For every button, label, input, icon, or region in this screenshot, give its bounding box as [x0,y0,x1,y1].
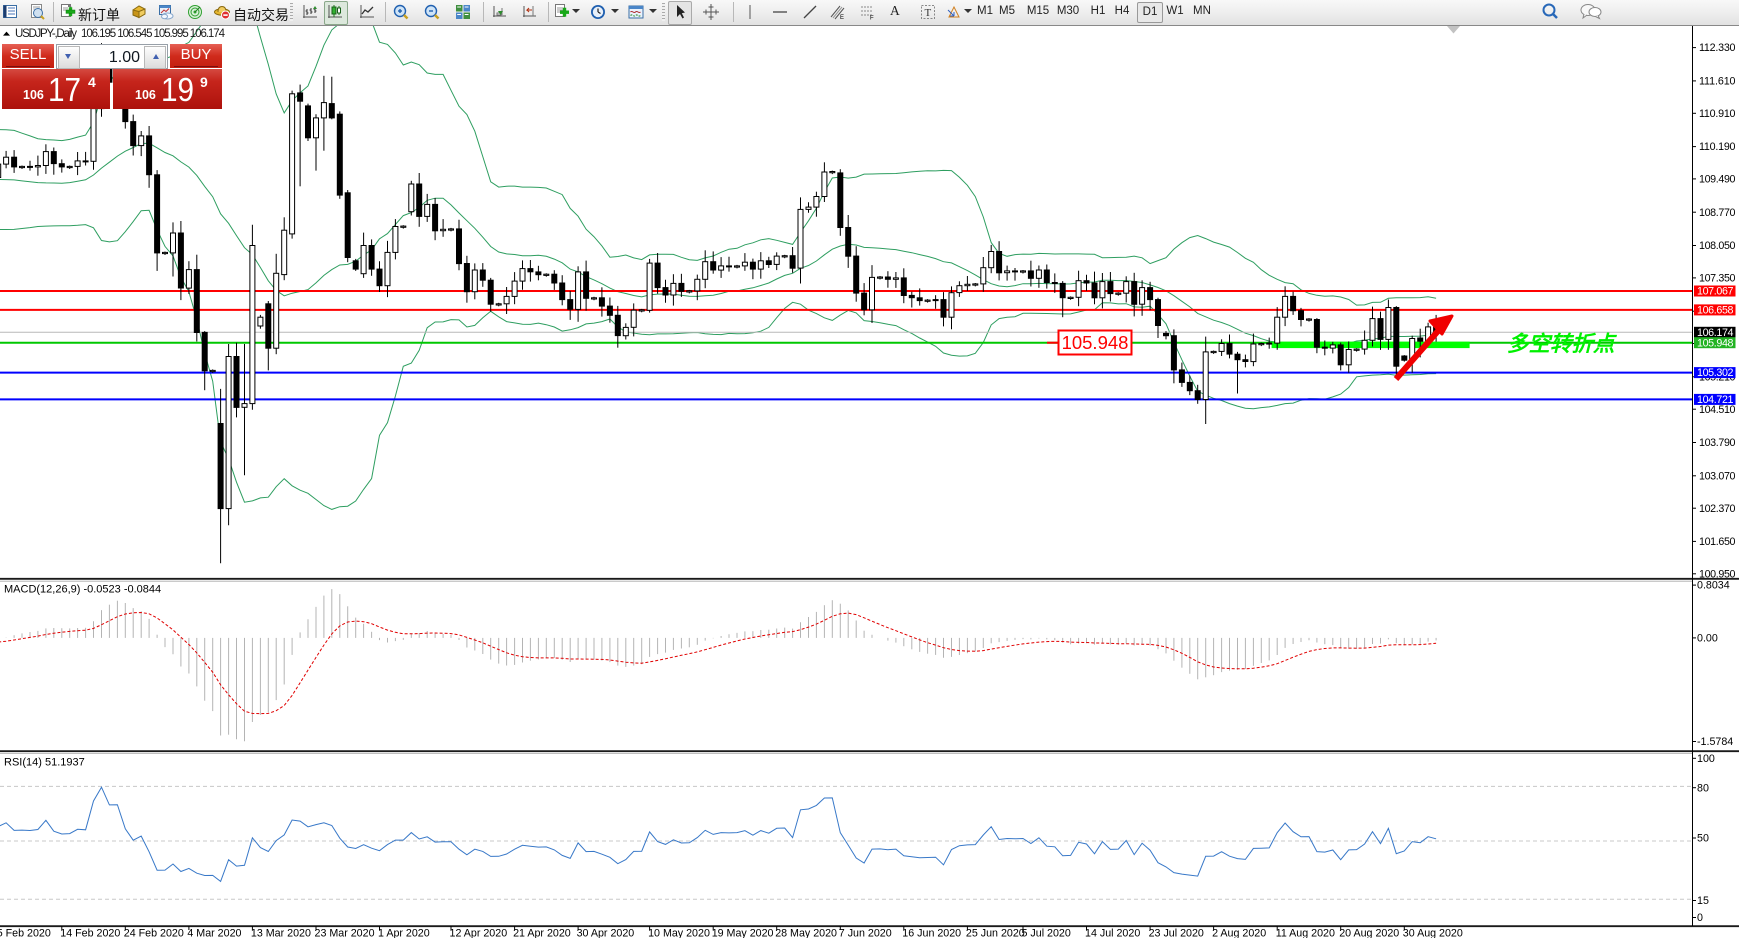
svg-text:105.302: 105.302 [1697,367,1734,379]
svg-text:0.8034: 0.8034 [1697,580,1730,592]
svg-text:110.910: 110.910 [1699,108,1736,120]
svg-text:5 Jul 2020: 5 Jul 2020 [1022,927,1071,938]
svg-text:11 Aug 2020: 11 Aug 2020 [1276,927,1335,938]
svg-text:14 Feb 2020: 14 Feb 2020 [60,927,120,938]
svg-text:80: 80 [1697,782,1709,794]
svg-text:23 Mar 2020: 23 Mar 2020 [315,927,375,938]
svg-text:5 Feb 2020: 5 Feb 2020 [0,927,51,938]
svg-text:E: E [840,15,844,20]
svg-text:110.190: 110.190 [1699,141,1736,153]
svg-text:F: F [870,16,874,21]
svg-text:T: T [925,7,932,19]
svg-text:106.174: 106.174 [1697,327,1734,339]
svg-text:0: 0 [1697,912,1703,924]
svg-text:105.948: 105.948 [1062,332,1129,353]
svg-text:30 Aug 2020: 30 Aug 2020 [1403,927,1463,938]
svg-text:7 Jun 2020: 7 Jun 2020 [839,927,892,938]
svg-text:112.330: 112.330 [1699,42,1736,54]
svg-text:30 Apr 2020: 30 Apr 2020 [577,927,635,938]
svg-text:2 Aug 2020: 2 Aug 2020 [1212,927,1266,938]
svg-text:13 Mar 2020: 13 Mar 2020 [251,927,311,938]
svg-text:14 Jul 2020: 14 Jul 2020 [1085,927,1140,938]
svg-text:108.050: 108.050 [1699,240,1736,252]
svg-text:25 Jun 2020: 25 Jun 2020 [966,927,1025,938]
svg-text:21 Apr 2020: 21 Apr 2020 [513,927,571,938]
svg-text:23 Jul 2020: 23 Jul 2020 [1149,927,1204,938]
svg-text:12 Apr 2020: 12 Apr 2020 [450,927,508,938]
svg-text:105.948: 105.948 [1697,337,1734,349]
svg-text:102.370: 102.370 [1699,503,1736,515]
svg-text:50: 50 [1697,833,1709,845]
svg-text:104.510: 104.510 [1699,404,1736,416]
svg-text:106.195 106.545 105.995 106.17: 106.195 106.545 105.995 106.174 [81,28,226,40]
svg-text:15: 15 [1697,895,1709,907]
svg-text:108.770: 108.770 [1699,207,1736,219]
svg-text:101.650: 101.650 [1699,536,1736,548]
svg-text:多空转折点: 多空转折点 [1507,332,1618,356]
svg-text:100: 100 [1697,753,1715,765]
svg-text:104.721: 104.721 [1697,394,1734,406]
svg-text:28 May 2020: 28 May 2020 [775,927,837,938]
svg-text:16 Jun 2020: 16 Jun 2020 [902,927,961,938]
svg-text:106.658: 106.658 [1697,305,1734,317]
svg-text:1 Apr 2020: 1 Apr 2020 [378,927,430,938]
svg-text:19 May 2020: 19 May 2020 [712,927,774,938]
svg-text:USDJPY-,Daily: USDJPY-,Daily [15,28,77,40]
svg-text:4 Mar 2020: 4 Mar 2020 [187,927,241,938]
svg-text:109.490: 109.490 [1699,174,1736,186]
svg-text:-1.5784: -1.5784 [1697,736,1733,748]
svg-text:111.610: 111.610 [1699,76,1736,88]
svg-text:100.950: 100.950 [1699,568,1736,580]
svg-text:20 Aug 2020: 20 Aug 2020 [1339,927,1399,938]
svg-text:10 May 2020: 10 May 2020 [648,927,710,938]
svg-text:0.00: 0.00 [1697,633,1718,645]
svg-text:103.790: 103.790 [1699,437,1736,449]
svg-text:103.070: 103.070 [1699,470,1736,482]
svg-text:24 Feb 2020: 24 Feb 2020 [124,927,184,938]
svg-text:RSI(14) 51.1937: RSI(14) 51.1937 [4,757,85,769]
svg-text:107.350: 107.350 [1699,273,1736,285]
svg-text:107.067: 107.067 [1697,286,1734,298]
svg-text:MACD(12,26,9) -0.0523 -0.0844: MACD(12,26,9) -0.0523 -0.0844 [4,584,161,596]
